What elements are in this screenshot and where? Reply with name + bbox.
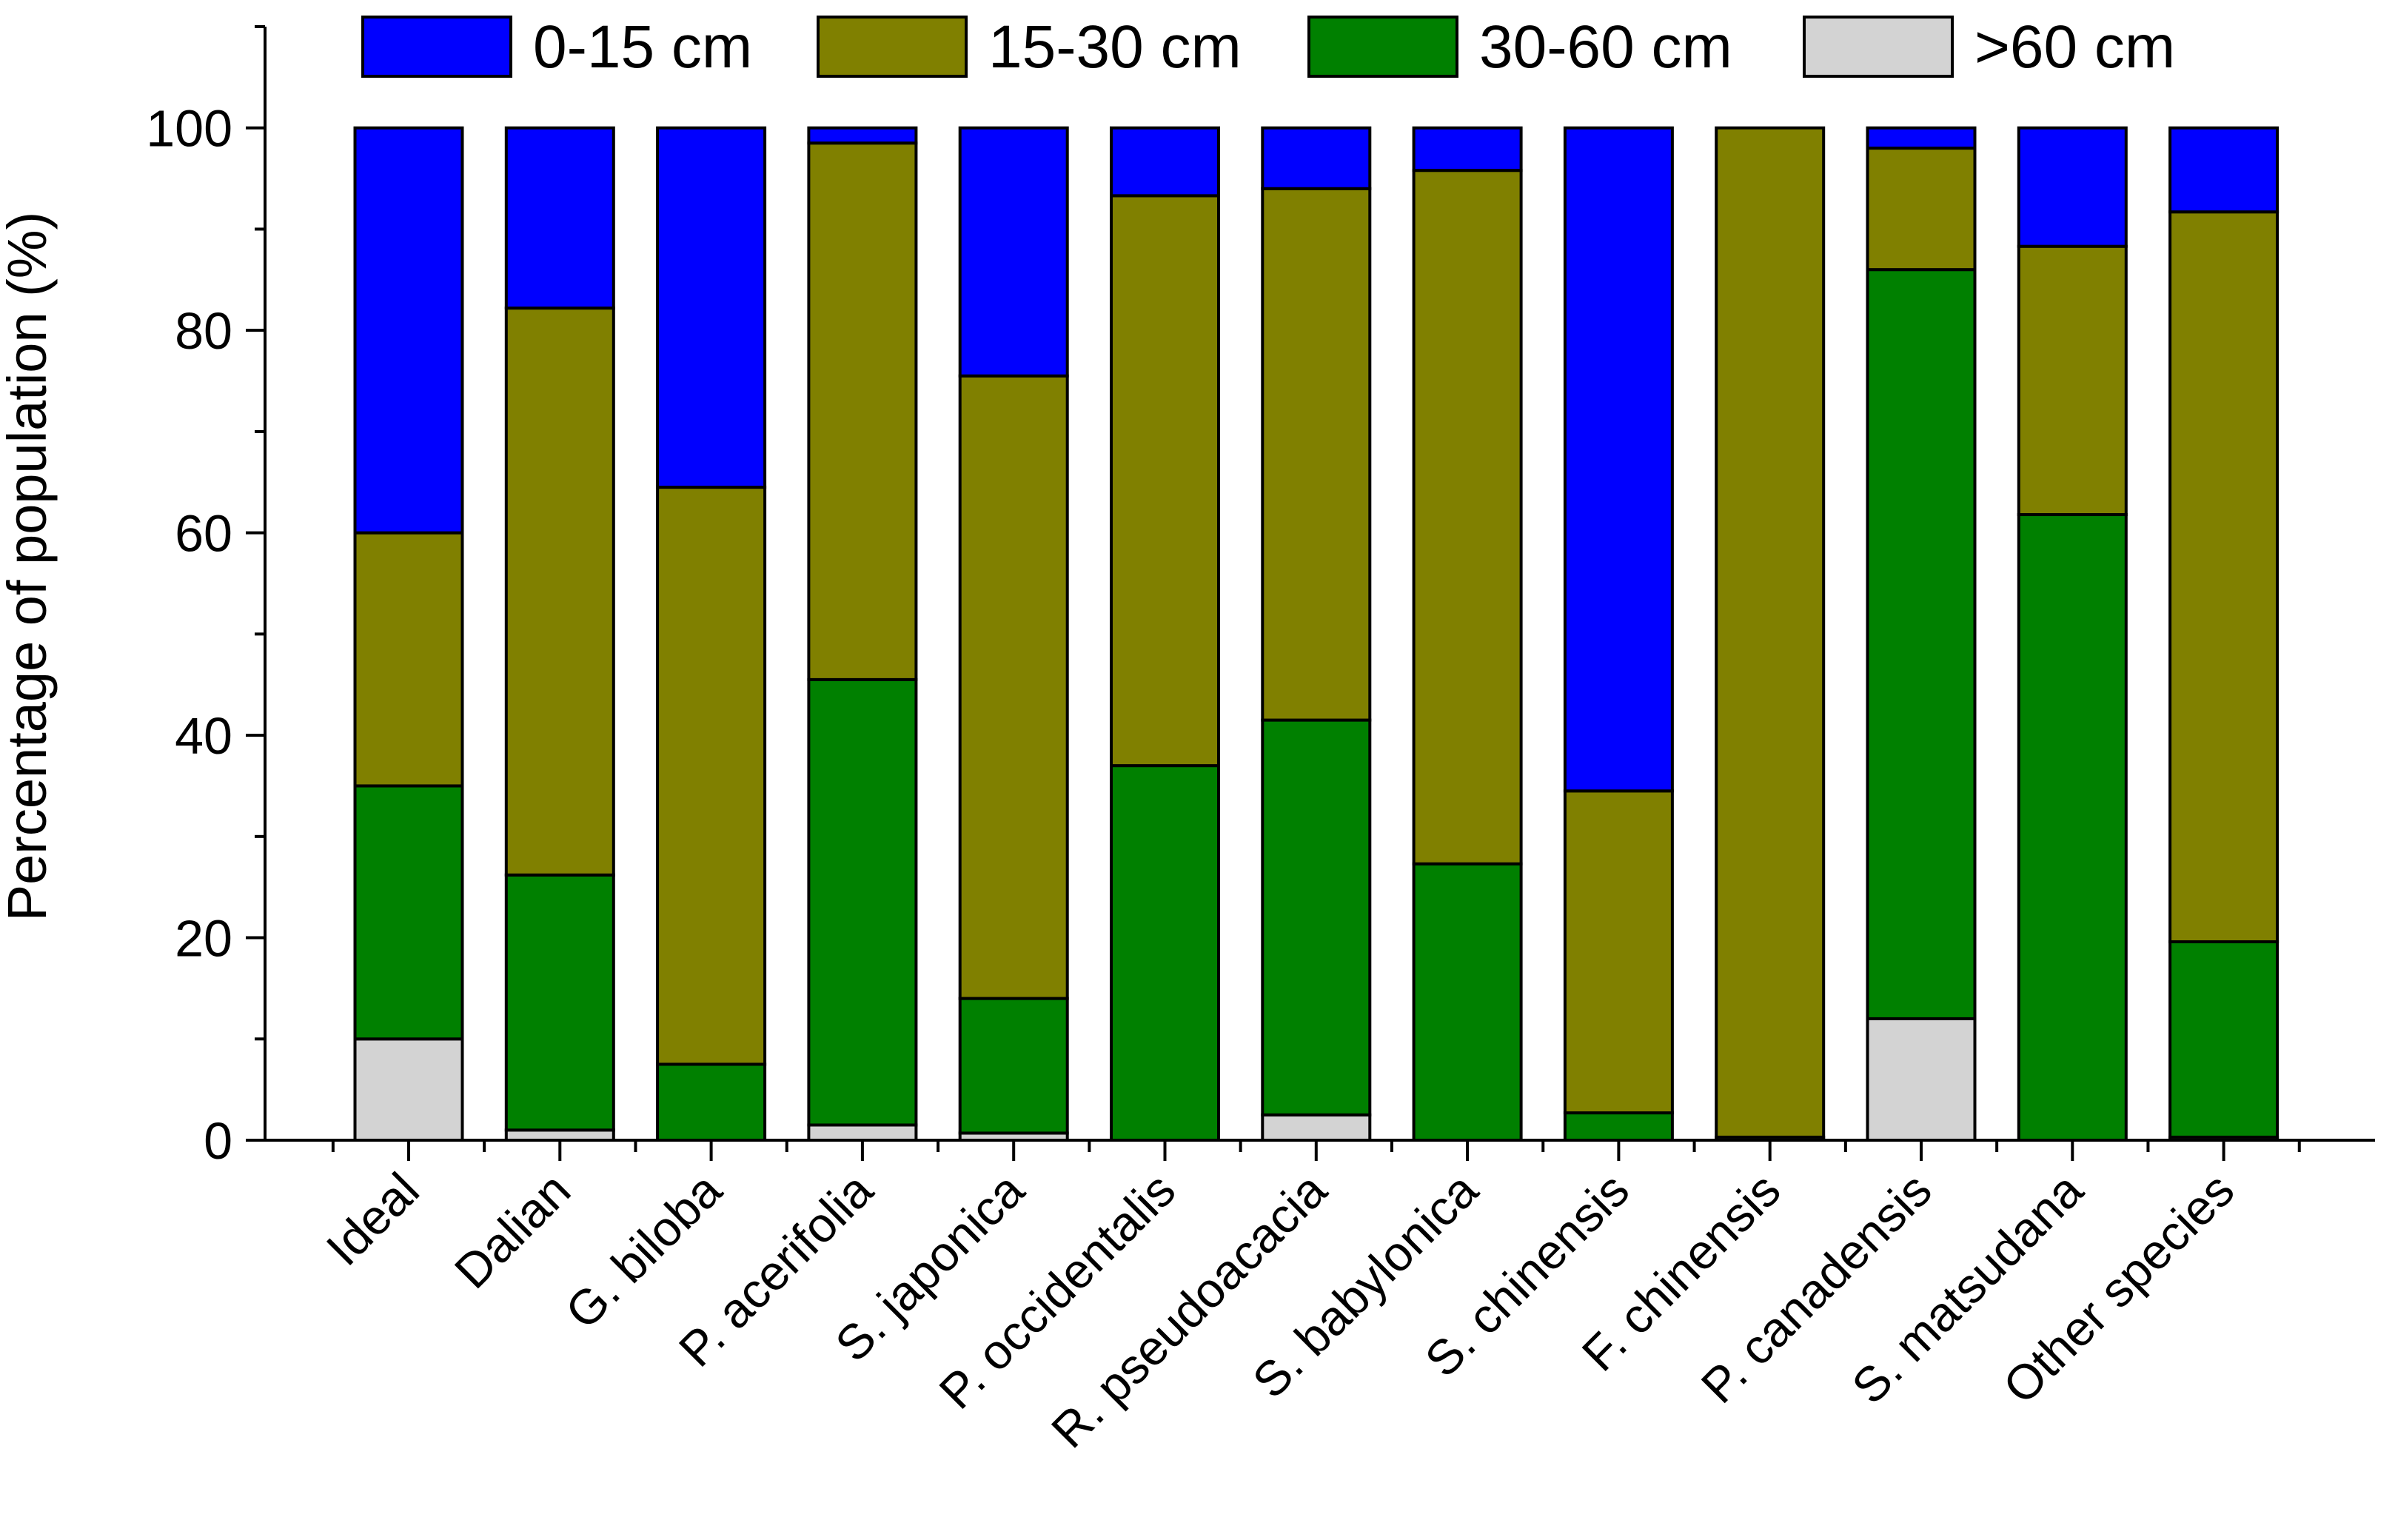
bar-s-japonica-0-15-cm bbox=[958, 126, 1069, 378]
bar-ideal-15-30-cm bbox=[353, 531, 464, 788]
legend-label-30-60-cm: 30-60 cm bbox=[1479, 13, 1732, 81]
bar-p-canadensis-0-15-cm bbox=[1866, 126, 1977, 150]
bar-p-canadensis-30-60-cm bbox=[1866, 268, 1977, 1020]
bar-s-matsudana-15-30-cm bbox=[2017, 244, 2128, 517]
bar-stack-other-species bbox=[2168, 126, 2280, 1142]
legend-label-15-30-cm: 15-30 cm bbox=[988, 13, 1242, 81]
bar-dalian-15-30-cm bbox=[504, 307, 615, 877]
bar-stack-ideal bbox=[353, 126, 464, 1142]
bar-stack-p-occidentalis bbox=[1110, 126, 1220, 1142]
bar-f-chinensis-15-30-cm bbox=[1715, 126, 1826, 1139]
bars bbox=[353, 126, 2280, 1142]
bar-stack-p-canadensis bbox=[1866, 126, 1977, 1142]
y-tick-label-80: 80 bbox=[175, 302, 232, 360]
legend: 0-15 cm 15-30 cm 30-60 cm >60 cm bbox=[361, 13, 2175, 81]
bar-dalian-60-cm bbox=[504, 1128, 615, 1142]
bar-stack-s-chinensis bbox=[1563, 126, 1674, 1142]
legend-item-15-30-cm: 15-30 cm bbox=[817, 13, 1242, 81]
bar-ideal-60-cm bbox=[353, 1037, 464, 1142]
bar-s-chinensis-15-30-cm bbox=[1563, 789, 1674, 1115]
legend-item-30-60-cm: 30-60 cm bbox=[1307, 13, 1732, 81]
x-tick-label-ideal: Ideal bbox=[315, 1162, 429, 1276]
bar-p-canadensis-15-30-cm bbox=[1866, 147, 1977, 272]
y-tick-label-0: 0 bbox=[204, 1112, 232, 1170]
bar-p-occidentalis-15-30-cm bbox=[1110, 194, 1220, 768]
bar-s-chinensis-0-15-cm bbox=[1563, 126, 1674, 793]
bar-s-babylonica-0-15-cm bbox=[1412, 126, 1523, 173]
bar-g-biloba-30-60-cm bbox=[656, 1062, 767, 1142]
bar-dalian-30-60-cm bbox=[504, 873, 615, 1132]
bar-ideal-0-15-cm bbox=[353, 126, 464, 535]
bar-s-matsudana-30-60-cm bbox=[2017, 513, 2128, 1142]
legend-swatch-60-cm bbox=[1803, 16, 1954, 78]
bar-p-acerifolia-15-30-cm bbox=[807, 141, 918, 681]
legend-item-60-cm: >60 cm bbox=[1803, 13, 2175, 81]
bar-other-species-30-60-cm bbox=[2168, 940, 2280, 1139]
bar-other-species-15-30-cm bbox=[2168, 210, 2280, 944]
bar-g-biloba-15-30-cm bbox=[656, 486, 767, 1066]
bar-ideal-30-60-cm bbox=[353, 784, 464, 1041]
x-tick-label-dalian: Dalian bbox=[444, 1162, 581, 1299]
bar-stack-f-chinensis bbox=[1715, 126, 1826, 1142]
y-tick-label-20: 20 bbox=[175, 910, 232, 968]
bar-p-acerifolia-30-60-cm bbox=[807, 677, 918, 1127]
bar-s-chinensis-30-60-cm bbox=[1563, 1111, 1674, 1142]
legend-swatch-15-30-cm bbox=[817, 16, 968, 78]
legend-swatch-0-15-cm bbox=[361, 16, 512, 78]
legend-swatch-30-60-cm bbox=[1307, 16, 1458, 78]
bar-s-matsudana-0-15-cm bbox=[2017, 126, 2128, 248]
legend-label-0-15-cm: 0-15 cm bbox=[533, 13, 752, 81]
y-axis-title: Percentage of population (%) bbox=[0, 212, 58, 922]
bar-stack-g-biloba bbox=[656, 126, 767, 1142]
bar-s-babylonica-30-60-cm bbox=[1412, 862, 1523, 1142]
bar-stack-s-matsudana bbox=[2017, 126, 2128, 1142]
x-tick-label-r-pseudoacacia: R. pseudoacacia bbox=[1041, 1162, 1337, 1458]
bar-s-japonica-15-30-cm bbox=[958, 374, 1069, 1000]
bar-p-acerifolia-60-cm bbox=[807, 1123, 918, 1142]
bar-p-canadensis-60-cm bbox=[1866, 1017, 1977, 1142]
bar-p-occidentalis-30-60-cm bbox=[1110, 764, 1220, 1142]
legend-label-60-cm: >60 cm bbox=[1974, 13, 2175, 81]
bar-r-pseudoacacia-30-60-cm bbox=[1261, 718, 1372, 1116]
bar-r-pseudoacacia-60-cm bbox=[1261, 1113, 1372, 1142]
y-tick-label-60: 60 bbox=[175, 505, 232, 563]
bar-g-biloba-0-15-cm bbox=[656, 126, 767, 489]
bar-r-pseudoacacia-15-30-cm bbox=[1261, 187, 1372, 722]
bar-stack-dalian bbox=[504, 126, 615, 1142]
bar-dalian-0-15-cm bbox=[504, 126, 615, 310]
y-tick-label-40: 40 bbox=[175, 707, 232, 765]
bar-s-babylonica-15-30-cm bbox=[1412, 169, 1523, 866]
bar-stack-s-japonica bbox=[958, 126, 1069, 1142]
bar-other-species-0-15-cm bbox=[2168, 126, 2280, 214]
legend-item-0-15-cm: 0-15 cm bbox=[361, 13, 752, 81]
bar-stack-p-acerifolia bbox=[807, 126, 918, 1142]
bar-stack-r-pseudoacacia bbox=[1261, 126, 1372, 1142]
bar-stack-s-babylonica bbox=[1412, 126, 1523, 1142]
bar-s-japonica-30-60-cm bbox=[958, 997, 1069, 1135]
y-tick-label-100: 100 bbox=[146, 100, 232, 158]
bar-r-pseudoacacia-0-15-cm bbox=[1261, 126, 1372, 190]
bar-p-acerifolia-0-15-cm bbox=[807, 126, 918, 145]
bar-p-occidentalis-0-15-cm bbox=[1110, 126, 1220, 198]
